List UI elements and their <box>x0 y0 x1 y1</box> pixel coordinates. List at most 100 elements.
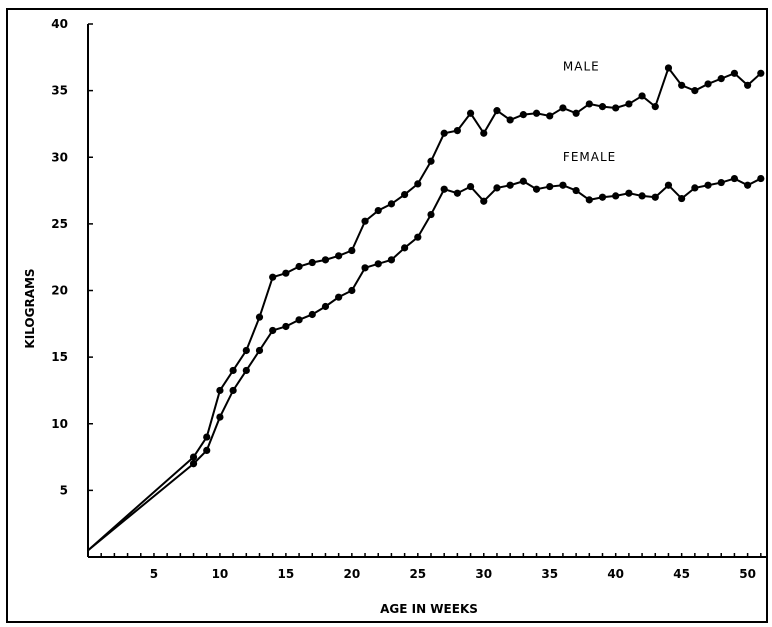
female-data-point <box>189 460 198 468</box>
female-series-label: FEMALE <box>563 150 616 164</box>
female-data-point <box>664 181 673 189</box>
male-data-point <box>651 103 659 111</box>
female-data-point <box>387 256 396 264</box>
y-tick-label: 15 <box>51 350 68 364</box>
female-data-point <box>335 293 343 301</box>
female-data-point <box>546 182 554 191</box>
series-layer <box>87 64 765 552</box>
male-data-point <box>374 206 382 215</box>
male-data-point <box>546 112 554 120</box>
male-data-point <box>506 116 514 124</box>
female-data-point <box>203 446 211 454</box>
female-data-point <box>374 260 382 268</box>
female-data-point <box>348 286 356 295</box>
male-data-point <box>453 127 461 135</box>
male-data-point <box>308 258 316 267</box>
y-tick-label: 10 <box>51 417 68 431</box>
male-data-point <box>625 100 633 108</box>
x-tick-label: 5 <box>150 567 158 581</box>
x-tick-label: 45 <box>673 567 690 581</box>
female-data-point <box>242 366 250 375</box>
female-data-point <box>269 326 277 335</box>
female-data-point <box>704 181 712 189</box>
y-tick-label: 20 <box>51 284 68 298</box>
female-data-point <box>730 174 739 183</box>
male-data-point <box>480 129 488 137</box>
female-data-point <box>361 264 369 272</box>
female-data-point <box>229 386 237 395</box>
female-data-point <box>532 185 541 193</box>
male-data-point <box>348 246 356 255</box>
x-tick-label: 25 <box>409 567 426 581</box>
female-data-point <box>691 184 699 192</box>
male-series-label: MALE <box>563 60 600 74</box>
male-data-point <box>493 107 501 115</box>
female-data-point <box>598 193 607 201</box>
male-data-point <box>704 80 712 88</box>
female-data-point <box>638 192 646 200</box>
female-data-point <box>282 322 290 331</box>
male-data-point <box>216 386 224 395</box>
female-data-point <box>414 233 422 241</box>
male-data-point <box>559 104 567 112</box>
x-tick-label: 15 <box>278 567 295 581</box>
female-data-point <box>678 194 686 203</box>
female-data-point <box>453 189 461 197</box>
y-tick-label: 35 <box>51 84 68 98</box>
ticks: 5 10 15 20 25 30 35 40 45 50 5 10 15 20 25 30 35 40 <box>51 17 762 581</box>
female-data-point <box>744 181 752 189</box>
y-tick-label: 5 <box>60 483 68 497</box>
female-data-point <box>585 196 593 204</box>
male-data-point <box>585 100 593 108</box>
female-data-point <box>519 177 527 185</box>
female-data-point <box>308 310 316 319</box>
male-data-point <box>361 217 369 225</box>
female-data-point <box>295 316 303 324</box>
female-data-point <box>612 192 620 200</box>
female-data-point <box>440 185 448 193</box>
male-data-point <box>519 111 527 119</box>
y-tick-label: 30 <box>51 150 68 164</box>
male-data-point <box>664 64 673 72</box>
female-data-point <box>255 346 264 355</box>
female-data-point <box>717 178 725 187</box>
chart-frame: 5 10 15 20 25 30 35 40 45 50 5 10 15 20 25 30 35 40 MALE F… <box>6 8 768 623</box>
male-data-point <box>269 273 277 281</box>
female-data-point <box>427 210 435 219</box>
male-data-point <box>295 262 303 271</box>
female-data-point <box>321 302 330 311</box>
y-axis-title: KILOGRAMS <box>23 268 37 348</box>
male-data-point <box>598 103 607 111</box>
male-data-point <box>532 109 541 117</box>
x-tick-label: 40 <box>607 567 624 581</box>
female-data-point <box>625 189 633 197</box>
male-data-point <box>717 75 725 83</box>
male-data-point <box>572 109 580 117</box>
male-data-point <box>427 157 435 165</box>
male-data-point <box>691 87 699 95</box>
male-data-point <box>414 180 422 188</box>
male-data-point <box>282 269 290 277</box>
male-data-point <box>401 190 409 199</box>
female-data-point <box>493 184 501 192</box>
female-data-point <box>466 182 475 191</box>
male-data-point <box>335 252 343 260</box>
male-data-point <box>638 92 646 100</box>
axes <box>87 24 766 558</box>
male-series-line <box>87 65 762 552</box>
male-data-point <box>757 69 765 77</box>
male-data-point <box>730 69 739 77</box>
male-data-point <box>321 256 330 264</box>
labels-layer: MALE FEMALE <box>563 60 616 165</box>
y-tick-label: 25 <box>51 217 68 231</box>
x-tick-label: 20 <box>343 567 360 581</box>
y-tick-label: 40 <box>51 17 68 31</box>
female-data-point <box>480 197 488 205</box>
male-data-point <box>189 453 198 461</box>
female-data-point <box>401 244 409 252</box>
x-tick-label: 30 <box>475 567 492 581</box>
female-data-point <box>559 181 567 189</box>
female-series-line <box>87 177 762 552</box>
x-tick-label: 50 <box>739 567 756 581</box>
female-data-point <box>506 181 514 189</box>
